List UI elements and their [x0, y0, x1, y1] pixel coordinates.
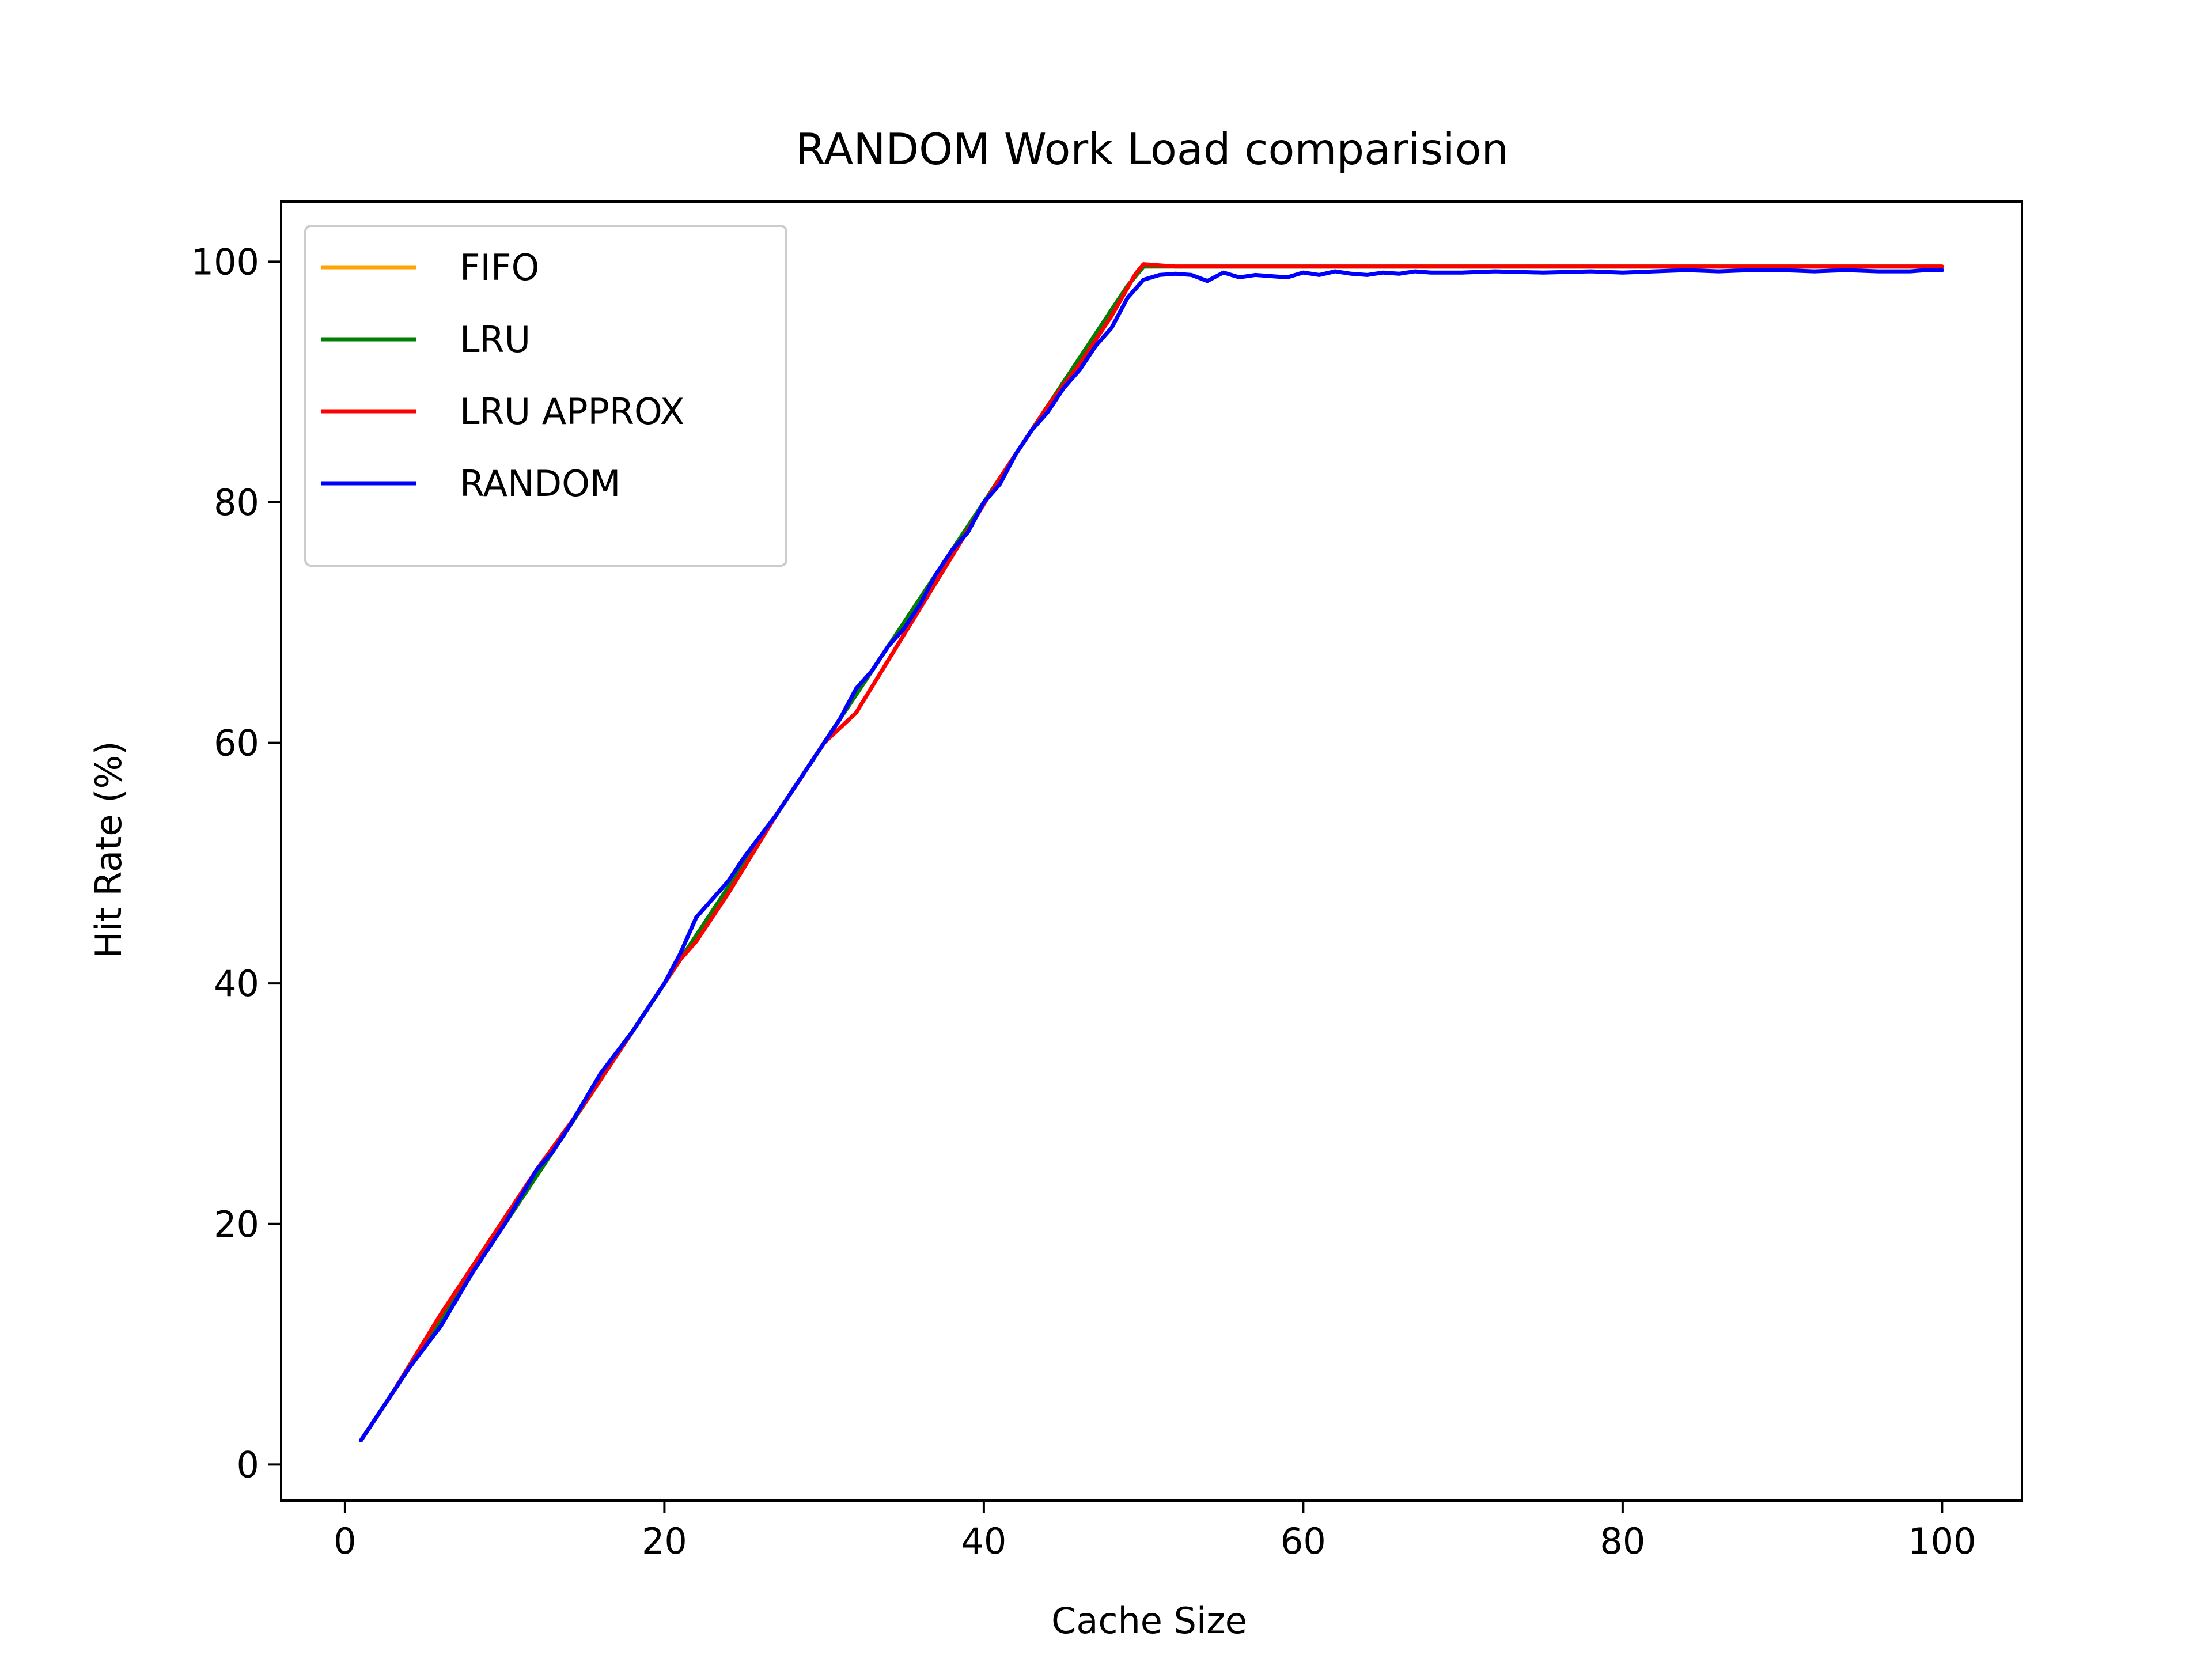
plot-lines: [359, 262, 1944, 1443]
y-tick-label: 40: [214, 963, 259, 1005]
y-tick-label: 0: [237, 1444, 259, 1486]
plot-frame: [280, 200, 2023, 1502]
y-tick-label: 80: [214, 482, 259, 524]
x-tick-label: 100: [1908, 1520, 1976, 1562]
legend: FIFO LRU LRU APPROX RANDOM: [304, 225, 787, 567]
legend-label: RANDOM: [460, 463, 620, 505]
chart-title: RANDOM Work Load comparision: [796, 124, 1509, 175]
x-tick-label: 0: [334, 1520, 356, 1562]
x-tick-label: 40: [961, 1520, 1006, 1562]
y-tick-label: 60: [214, 722, 259, 764]
x-axis-ticks: 0 20 40 60 80 100: [334, 1501, 1976, 1562]
y-axis-label: Hit Rate (%): [88, 741, 130, 958]
series-line-random: [359, 268, 1944, 1443]
legend-label: LRU: [460, 319, 531, 361]
y-axis-ticks: 0 20 40 60 80 100: [191, 241, 281, 1486]
y-tick-label: 20: [214, 1203, 259, 1245]
x-tick-label: 60: [1281, 1520, 1326, 1562]
y-tick-label: 100: [191, 241, 259, 283]
legend-box: [304, 225, 787, 567]
x-tick-label: 80: [1600, 1520, 1645, 1562]
x-tick-label: 20: [642, 1520, 687, 1562]
legend-label: LRU APPROX: [460, 391, 684, 433]
x-axis-label: Cache Size: [1051, 1600, 1247, 1642]
legend-label: FIFO: [460, 247, 539, 289]
